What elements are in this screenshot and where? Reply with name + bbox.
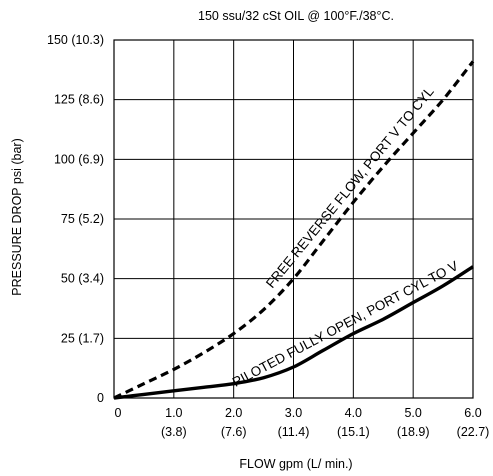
x-tick-sublabel: (3.8) — [161, 425, 187, 439]
x-tick-label: 4.0 — [345, 406, 362, 420]
y-tick-label: 150 (10.3) — [47, 33, 104, 47]
x-tick-label: 0 — [115, 406, 122, 420]
y-tick-labels: 0 25 (1.7) 50 (3.4) 75 (5.2) 100 (6.9) 125 (8… — [47, 33, 104, 405]
x-axis-label: FLOW gpm (L/ min.) — [239, 457, 352, 471]
y-axis-label: PRESSURE DROP psi (bar) — [10, 138, 24, 295]
x-tick-sublabel: (15.1) — [337, 425, 370, 439]
y-tick-label: 25 (1.7) — [61, 331, 104, 345]
data-series — [113, 60, 475, 400]
x-tick-label: 3.0 — [285, 406, 302, 420]
x-tick-label: 5.0 — [404, 406, 421, 420]
curve-labels: FREE REVERSE FLOW, PORT V TO CYLPILOTED … — [230, 84, 461, 390]
x-tick-sublabel: (22.7) — [457, 425, 490, 439]
x-tick-sublabel: (18.9) — [397, 425, 430, 439]
series-label-2: PILOTED FULLY OPEN, PORT CYL TO V — [230, 258, 461, 390]
y-tick-label: 0 — [97, 391, 104, 405]
y-tick-label: 100 (6.9) — [54, 152, 104, 166]
x-tick-sublabel: (11.4) — [278, 425, 310, 439]
x-tick-label: 6.0 — [464, 406, 481, 420]
y-tick-label: 75 (5.2) — [61, 212, 104, 226]
series-line-2 — [113, 265, 474, 400]
x-tick-label: 1.0 — [165, 406, 182, 420]
y-tick-label: 125 (8.6) — [54, 93, 104, 107]
series-label-1: FREE REVERSE FLOW, PORT V TO CYL — [263, 84, 437, 291]
x-tick-label: 2.0 — [225, 406, 242, 420]
series-line-1 — [113, 60, 475, 400]
plot-frame — [113, 39, 474, 399]
x-tick-labels: 0 1.0 (3.8) 2.0 (7.6) 3.0 (11.4) 4.0 (15.1) 5.0 (1… — [115, 406, 490, 439]
y-tick-label: 50 (3.4) — [61, 272, 104, 286]
x-tick-sublabel: (7.6) — [221, 425, 247, 439]
chart-title: 150 ssu/32 cSt OIL @ 100°F./38°C. — [198, 9, 394, 23]
